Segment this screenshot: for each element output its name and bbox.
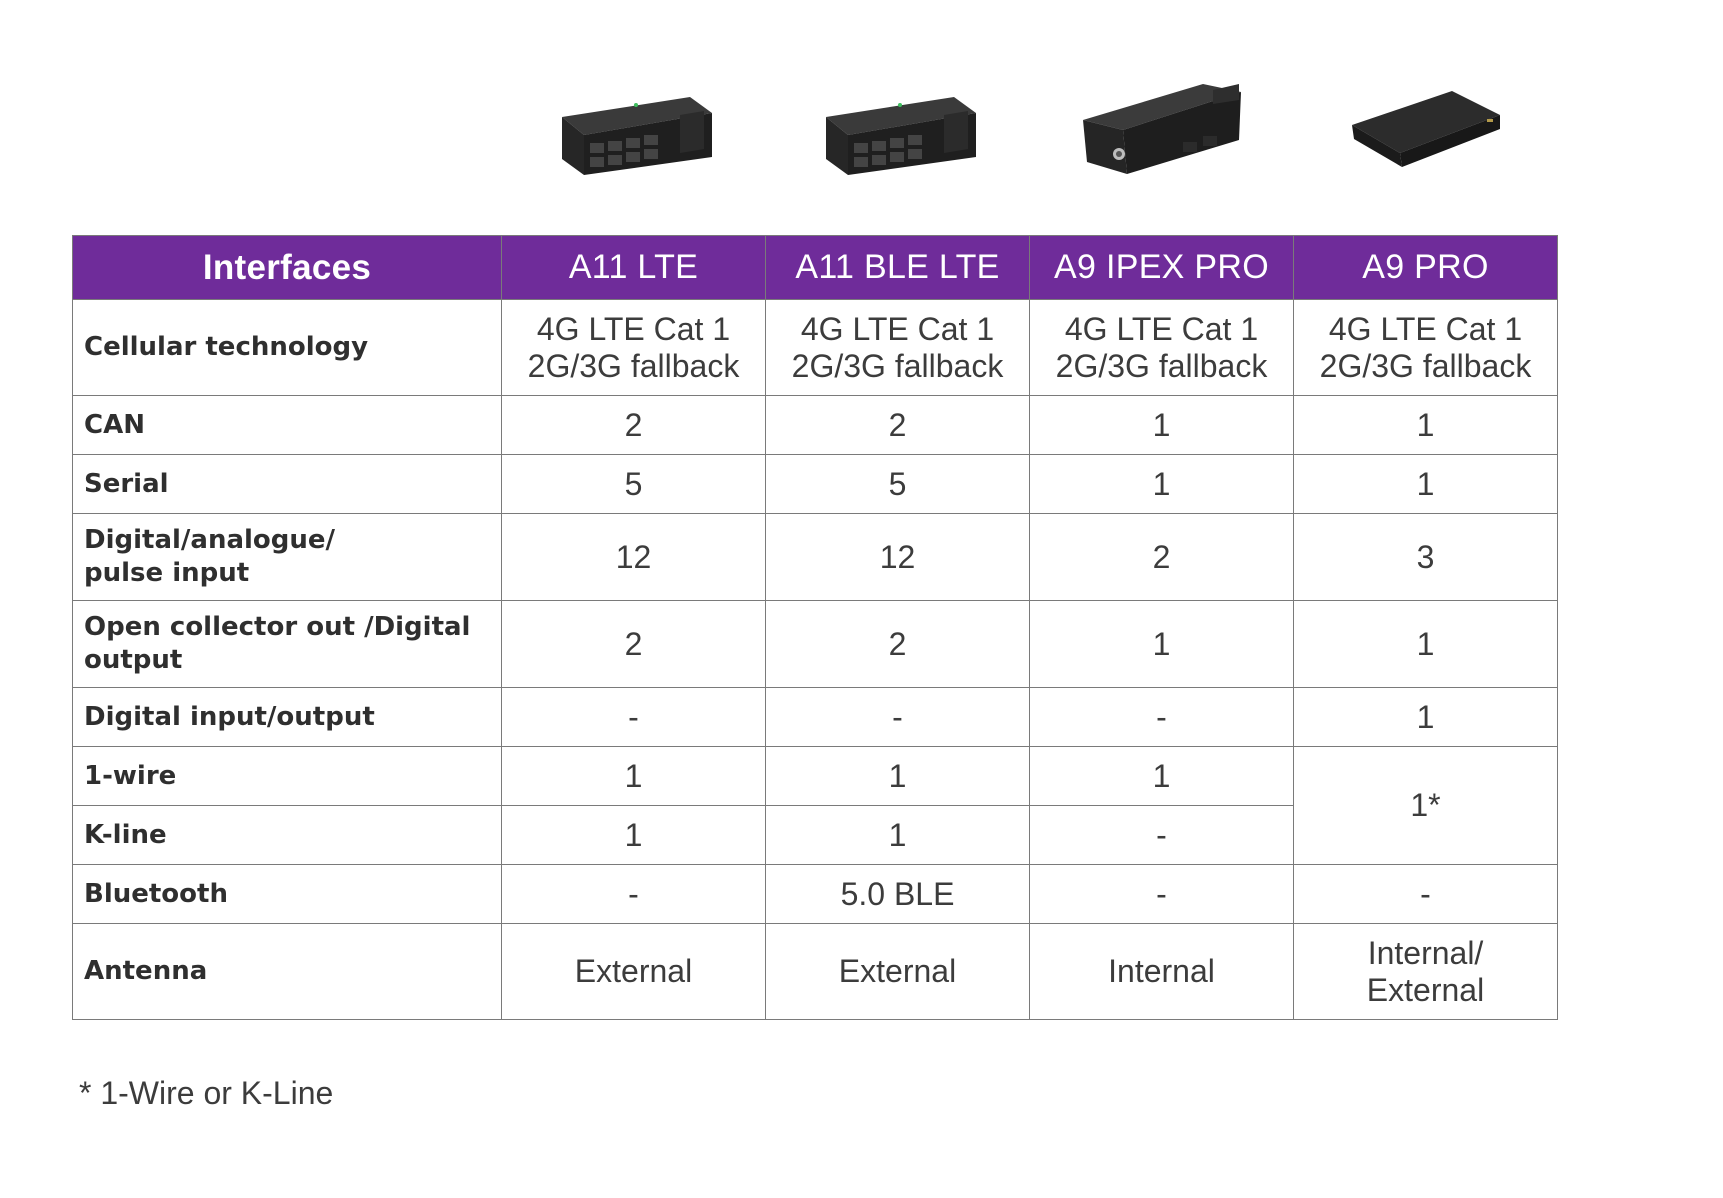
- column-header-a9-pro: A9 PRO: [1293, 235, 1558, 300]
- table-cell: 4G LTE Cat 1 2G/3G fallback: [1293, 299, 1558, 396]
- table-row-open-collector-out: Open collector out /Digital output 2 2 1 …: [72, 600, 1558, 688]
- column-header-a9-ipex-pro: A9 IPEX PRO: [1029, 235, 1294, 300]
- table-cell: 12: [501, 513, 766, 601]
- table-header-row: Interfaces A11 LTE A11 BLE LTE A9 IPEX P…: [72, 235, 1558, 300]
- row-label: Serial: [72, 454, 502, 514]
- table-cell: 1: [1293, 454, 1558, 514]
- row-label: Bluetooth: [72, 864, 502, 924]
- table-cell: 1: [501, 746, 766, 806]
- row-label: CAN: [72, 395, 502, 455]
- table-cell: 2: [1029, 513, 1294, 601]
- table-cell: 1: [1293, 395, 1558, 455]
- table-cell: Internal/External: [1293, 923, 1558, 1020]
- table-row-serial: Serial 5 5 1 1: [72, 454, 1558, 514]
- table-cell-merged: 1*: [1293, 746, 1558, 865]
- table-cell: 1: [765, 805, 1030, 865]
- row-label: Antenna: [72, 923, 502, 1020]
- row-label: Open collector out /Digital output: [72, 600, 502, 688]
- table-cell: 1: [1029, 600, 1294, 688]
- device-a9-pro-image: [1290, 60, 1554, 200]
- table-cell: 1: [501, 805, 766, 865]
- column-header-a11-ble-lte: A11 BLE LTE: [765, 235, 1030, 300]
- table-cell: 5: [765, 454, 1030, 514]
- table-cell: -: [501, 864, 766, 924]
- table-cell: External: [765, 923, 1030, 1020]
- table-cell: 2: [501, 600, 766, 688]
- table-cell: 1: [1029, 746, 1294, 806]
- table-cell: 5: [501, 454, 766, 514]
- row-label: 1-wire: [72, 746, 502, 806]
- table-cell: -: [765, 687, 1030, 747]
- table-cell: Internal: [1029, 923, 1294, 1020]
- table-cell: 5.0 BLE: [765, 864, 1030, 924]
- table-cell: -: [1029, 687, 1294, 747]
- table-cell: 2: [501, 395, 766, 455]
- table-cell: 1: [765, 746, 1030, 806]
- table-row-1-wire: 1-wire 1 1 1 1*: [72, 746, 1558, 865]
- interfaces-table: Interfaces A11 LTE A11 BLE LTE A9 IPEX P…: [72, 235, 1558, 1020]
- table-row-digital-input-output: Digital input/output - - - 1: [72, 687, 1558, 747]
- row-label: Cellular technology: [72, 299, 502, 396]
- table-cell: 4G LTE Cat 1 2G/3G fallback: [501, 299, 766, 396]
- table-cell: 2: [765, 600, 1030, 688]
- table-cell: 3: [1293, 513, 1558, 601]
- product-images-row: [0, 60, 1723, 200]
- table-row-k-line: K-line 1 1 -: [72, 805, 1558, 865]
- table-cell: -: [501, 687, 766, 747]
- table-cell: 1: [1293, 600, 1558, 688]
- device-a11-ble-lte-image: [762, 60, 1026, 200]
- table-row-can: CAN 2 2 1 1: [72, 395, 1558, 455]
- table-row-digital-analogue-pulse-input: Digital/analogue/pulse input 12 12 2 3: [72, 513, 1558, 601]
- table-cell: 4G LTE Cat 1 2G/3G fallback: [765, 299, 1030, 396]
- column-header-interfaces: Interfaces: [72, 235, 502, 300]
- row-label: K-line: [72, 805, 502, 865]
- footnote: * 1-Wire or K-Line: [79, 1075, 334, 1111]
- column-header-a11-lte: A11 LTE: [501, 235, 766, 300]
- row-label: Digital/analogue/pulse input: [72, 513, 502, 601]
- device-a9-ipex-pro-image: [1026, 60, 1290, 200]
- table-row-bluetooth: Bluetooth - 5.0 BLE - -: [72, 864, 1558, 924]
- table-cell: 12: [765, 513, 1030, 601]
- table-cell: -: [1029, 805, 1294, 865]
- device-a11-lte-image: [498, 60, 762, 200]
- table-row-antenna: Antenna External External Internal Inter…: [72, 923, 1558, 1020]
- table-cell: 2: [765, 395, 1030, 455]
- table-cell: -: [1293, 864, 1558, 924]
- table-cell: 4G LTE Cat 1 2G/3G fallback: [1029, 299, 1294, 396]
- table-cell: 1: [1293, 687, 1558, 747]
- table-cell: 1: [1029, 395, 1294, 455]
- table-cell: External: [501, 923, 766, 1020]
- table-row-cellular-technology: Cellular technology 4G LTE Cat 1 2G/3G fa…: [72, 299, 1558, 396]
- table-cell: 1: [1029, 454, 1294, 514]
- row-label: Digital input/output: [72, 687, 502, 747]
- table-cell: -: [1029, 864, 1294, 924]
